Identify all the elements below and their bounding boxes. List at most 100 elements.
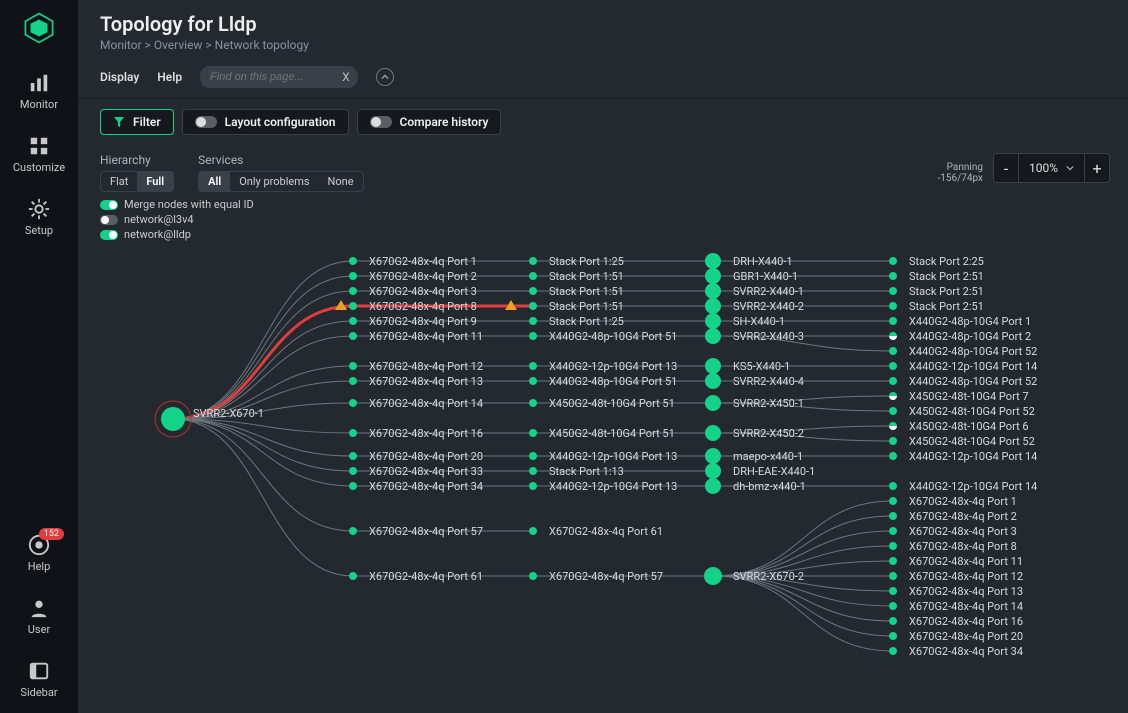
svg-text:X670G2-48x-4q Port 16: X670G2-48x-4q Port 16 (369, 427, 483, 440)
panel-icon (28, 660, 50, 682)
hierarchy-option[interactable]: Full (137, 172, 173, 191)
svg-text:Stack Port 2:51: Stack Port 2:51 (909, 300, 984, 313)
sidebar-item-setup[interactable]: Setup (13, 188, 65, 251)
svg-text:Stack Port 2:51: Stack Port 2:51 (909, 285, 984, 298)
svg-text:X440G2-12p-10G4 Port 14: X440G2-12p-10G4 Port 14 (909, 480, 1037, 493)
topology-graph[interactable]: SVRR2-X670-1X670G2-48x-4q Port 1X670G2-4… (78, 247, 1128, 713)
clear-icon[interactable]: X (342, 70, 350, 84)
merge-switch[interactable] (100, 200, 118, 210)
page-title: Topology for Lldp (100, 12, 1110, 36)
svg-text:X670G2-48x-4q Port 11: X670G2-48x-4q Port 11 (369, 330, 483, 343)
collapse-toggle[interactable] (376, 68, 394, 86)
svg-text:X440G2-12p-10G4 Port 13: X440G2-12p-10G4 Port 13 (549, 360, 677, 373)
svg-text:Stack Port 2:51: Stack Port 2:51 (909, 270, 984, 283)
zoom-out-button[interactable]: - (993, 153, 1019, 183)
chevron-down-icon (1066, 164, 1074, 172)
sidebar: MonitorCustomize Setup 152 Help UserSidebar (0, 0, 78, 713)
zoom-in-button[interactable]: + (1084, 153, 1110, 183)
svg-text:X670G2-48x-4q Port 34: X670G2-48x-4q Port 34 (369, 480, 483, 493)
svg-text:KS5-X440-1: KS5-X440-1 (733, 360, 790, 373)
svg-text:X450G2-48t-10G4 Port 51: X450G2-48t-10G4 Port 51 (549, 397, 675, 410)
svg-text:X670G2-48x-4q Port 2: X670G2-48x-4q Port 2 (369, 270, 477, 283)
svg-text:Stack Port 1:51: Stack Port 1:51 (549, 300, 624, 313)
svg-text:X450G2-48t-10G4 Port 6: X450G2-48t-10G4 Port 6 (909, 420, 1029, 433)
gear-icon (28, 198, 50, 220)
svg-text:X440G2-12p-10G4 Port 13: X440G2-12p-10G4 Port 13 (549, 480, 677, 493)
svg-text:SVRR2-X440-3: SVRR2-X440-3 (733, 330, 804, 343)
toggle-icon (195, 116, 217, 128)
sidebar-item-help[interactable]: 152 Help (20, 524, 57, 587)
sidebar-item-label: Setup (25, 224, 53, 237)
svg-text:X670G2-48x-4q Port 20: X670G2-48x-4q Port 20 (369, 450, 483, 463)
svg-text:X670G2-48x-4q Port 61: X670G2-48x-4q Port 61 (369, 570, 483, 583)
lldp-label: network@lldp (124, 228, 191, 241)
svg-text:X670G2-48x-4q Port 57: X670G2-48x-4q Port 57 (369, 525, 483, 538)
svg-text:X440G2-48p-10G4 Port 52: X440G2-48p-10G4 Port 52 (909, 375, 1037, 388)
svg-text:Stack Port 2:25: Stack Port 2:25 (909, 255, 984, 268)
svg-text:X670G2-48x-4q Port 61: X670G2-48x-4q Port 61 (549, 525, 663, 538)
page-search[interactable]: X (200, 66, 358, 88)
hierarchy-label: Hierarchy (100, 153, 174, 167)
svg-text:X670G2-48x-4q Port 2: X670G2-48x-4q Port 2 (909, 510, 1017, 523)
svg-text:X670G2-48x-4q Port 14: X670G2-48x-4q Port 14 (369, 397, 483, 410)
services-option[interactable]: All (199, 172, 230, 191)
sidebar-item-sidebar[interactable]: Sidebar (20, 650, 57, 713)
svg-text:X670G2-48x-4q Port 8: X670G2-48x-4q Port 8 (369, 300, 477, 313)
menu-display[interactable]: Display (100, 70, 139, 84)
svg-text:dh-bmz-x440-1: dh-bmz-x440-1 (733, 480, 806, 493)
grid-icon (28, 135, 50, 157)
compare-history-button[interactable]: Compare history (357, 109, 502, 135)
svg-text:X670G2-48x-4q Port 14: X670G2-48x-4q Port 14 (909, 600, 1023, 613)
svg-text:X440G2-48p-10G4 Port 51: X440G2-48p-10G4 Port 51 (549, 330, 677, 343)
sidebar-item-user[interactable]: User (20, 587, 57, 650)
svg-text:SH-X440-1: SH-X440-1 (733, 315, 785, 328)
l3v4-switch[interactable] (100, 215, 118, 225)
sidebar-item-monitor[interactable]: Monitor (13, 62, 65, 125)
filter-button[interactable]: Filter (100, 109, 174, 135)
lldp-switch[interactable] (100, 230, 118, 240)
user-icon (28, 597, 50, 619)
svg-text:X670G2-48x-4q Port 8: X670G2-48x-4q Port 8 (909, 540, 1017, 553)
panning-label: Panning (947, 162, 983, 173)
svg-text:GBR1-X440-1: GBR1-X440-1 (733, 270, 798, 283)
layout-config-button[interactable]: Layout configuration (182, 109, 349, 135)
panning-readout: Panning -156/74px (937, 162, 983, 184)
toggle-icon (370, 116, 392, 128)
svg-text:X670G2-48x-4q Port 20: X670G2-48x-4q Port 20 (909, 630, 1023, 643)
sidebar-item-customize[interactable]: Customize (13, 125, 65, 188)
titlebar: Topology for Lldp Monitor > Overview > N… (78, 0, 1128, 56)
hierarchy-option[interactable]: Flat (101, 172, 137, 191)
svg-text:X450G2-48t-10G4 Port 52: X450G2-48t-10G4 Port 52 (909, 405, 1035, 418)
sidebar-item-label: Help (28, 560, 51, 573)
svg-text:Stack Port 1:25: Stack Port 1:25 (549, 315, 624, 328)
controls-row: Hierarchy FlatFull Services AllOnly prob… (78, 145, 1128, 196)
zoom-level[interactable]: 100% (1019, 153, 1084, 183)
menu-help[interactable]: Help (157, 70, 182, 84)
page-search-input[interactable] (208, 70, 338, 84)
brand-logo[interactable] (19, 8, 59, 48)
help-icon: 152 (28, 534, 50, 556)
bars-icon (28, 72, 50, 94)
svg-text:X440G2-12p-10G4 Port 13: X440G2-12p-10G4 Port 13 (549, 450, 677, 463)
main-area: Topology for Lldp Monitor > Overview > N… (78, 0, 1128, 713)
svg-text:X440G2-12p-10G4 Port 14: X440G2-12p-10G4 Port 14 (909, 360, 1037, 373)
svg-text:X670G2-48x-4q Port 16: X670G2-48x-4q Port 16 (909, 615, 1023, 628)
svg-text:maepo-x440-1: maepo-x440-1 (733, 450, 803, 463)
services-label: Services (198, 153, 363, 167)
svg-text:X440G2-12p-10G4 Port 14: X440G2-12p-10G4 Port 14 (909, 450, 1037, 463)
svg-text:DRH-X440-1: DRH-X440-1 (733, 255, 793, 268)
svg-text:X670G2-48x-4q Port 33: X670G2-48x-4q Port 33 (369, 465, 483, 478)
svg-text:X670G2-48x-4q Port 11: X670G2-48x-4q Port 11 (909, 555, 1023, 568)
svg-text:X670G2-48x-4q Port 3: X670G2-48x-4q Port 3 (909, 525, 1017, 538)
badge: 152 (39, 528, 64, 540)
layout-label: Layout configuration (225, 115, 336, 129)
svg-text:X670G2-48x-4q Port 1: X670G2-48x-4q Port 1 (909, 495, 1017, 508)
layer-toggles: Merge nodes with equal ID network@l3v4 n… (78, 196, 1128, 247)
svg-text:X670G2-48x-4q Port 12: X670G2-48x-4q Port 12 (909, 570, 1023, 583)
services-option[interactable]: None (319, 172, 363, 191)
services-option[interactable]: Only problems (230, 172, 318, 191)
svg-text:SVRR2-X440-1: SVRR2-X440-1 (733, 285, 804, 298)
svg-text:X670G2-48x-4q Port 3: X670G2-48x-4q Port 3 (369, 285, 477, 298)
panning-value: -156/74px (937, 173, 983, 184)
svg-text:X670G2-48x-4q Port 34: X670G2-48x-4q Port 34 (909, 645, 1023, 658)
